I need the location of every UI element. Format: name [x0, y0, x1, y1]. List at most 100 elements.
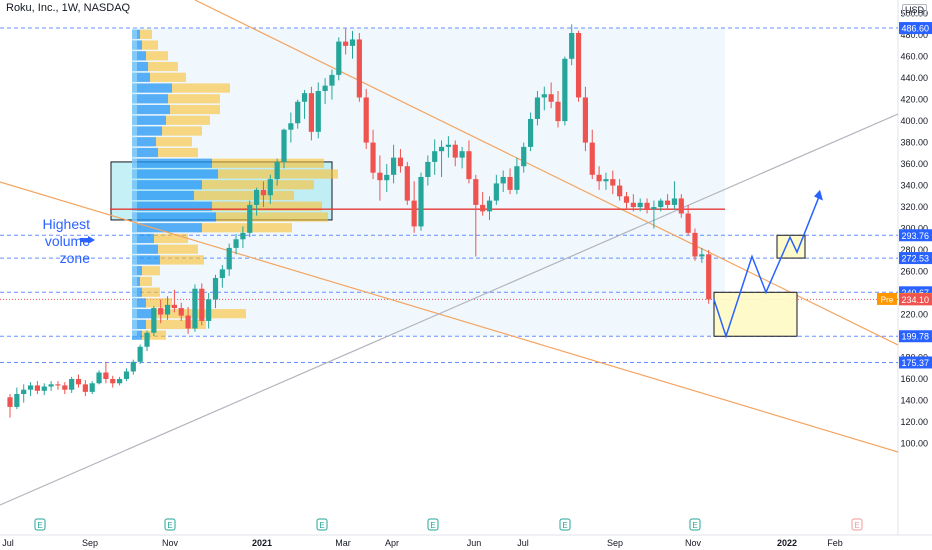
candle-body: [521, 146, 527, 167]
candle: [151, 305, 157, 336]
symbol-title[interactable]: Roku, Inc., 1W, NASDAQ: [6, 2, 131, 14]
earnings-marker: [34, 518, 46, 531]
upper-trendline: [194, 0, 899, 346]
volume-profile-down-bar: [202, 180, 314, 190]
price-tick-label: 280.00: [900, 245, 928, 255]
candle: [555, 91, 561, 128]
price-tick-label: 460.00: [900, 52, 928, 62]
candle: [637, 198, 643, 212]
price-tick-label: 140.00: [900, 395, 928, 405]
candle-body: [206, 299, 212, 321]
candle-body: [377, 172, 383, 181]
earnings-marker-letter: E: [562, 521, 567, 530]
candle-body: [192, 288, 198, 329]
candle: [349, 30, 356, 59]
volume-profile-up-bar: [132, 201, 212, 211]
candle: [322, 78, 328, 104]
time-tick-label: Jul: [2, 538, 14, 548]
price-axis[interactable]: 100.00120.00140.00160.00180.00200.00220.…: [877, 0, 932, 448]
candle: [192, 284, 198, 332]
time-axis[interactable]: Jul Sep Nov 2021 Mar Apr Jun Jul Sep Nov 2022 Feb E E…: [2, 518, 863, 548]
candle: [158, 299, 164, 324]
candle: [603, 172, 609, 190]
candle-body: [288, 123, 294, 130]
time-tick-label: Jul: [517, 538, 529, 548]
candle: [493, 174, 499, 205]
price-tag-bg: [899, 356, 932, 369]
candle: [343, 28, 349, 55]
candles-layer[interactable]: [7, 24, 712, 418]
candle-body: [541, 94, 547, 98]
candle: [96, 370, 102, 385]
price-tick-label: 260.00: [900, 267, 928, 277]
candle-body: [171, 304, 177, 309]
candle: [665, 194, 671, 210]
candle-body: [185, 315, 191, 329]
candle-body: [658, 200, 664, 208]
earnings-marker-letter: E: [167, 521, 172, 530]
candle-body: [445, 144, 451, 147]
price-tag-label: 272.53: [901, 254, 929, 264]
candle-body: [692, 232, 698, 257]
candle-body: [630, 202, 636, 208]
price-tick-label: 340.00: [900, 181, 928, 191]
time-tick-label: Sep: [82, 538, 98, 548]
volume-profile-up-bar: [132, 309, 156, 319]
currency-label[interactable]: USD: [902, 4, 928, 16]
candle: [658, 198, 664, 212]
candle: [480, 192, 486, 216]
candle-body: [596, 174, 602, 182]
volume-profile-up-bar: [132, 72, 150, 82]
candle-body: [137, 346, 143, 362]
candle-body: [438, 146, 445, 152]
volume-profile-up-bar: [132, 190, 194, 201]
pre-market-label: Pre: [881, 295, 894, 304]
candle: [137, 344, 143, 364]
candle-body: [610, 179, 616, 186]
candle-body: [199, 288, 205, 321]
volume-profile-down-bar: [146, 319, 206, 330]
price-tag-bg: [899, 252, 932, 265]
volume-profile-down-bar: [146, 298, 172, 308]
candle: [699, 247, 705, 263]
candle-body: [226, 247, 232, 270]
volume-profile-down-bar: [142, 40, 158, 50]
candle-body: [322, 85, 328, 92]
candle: [62, 382, 68, 395]
candle-body: [452, 144, 458, 158]
candle-body: [404, 166, 410, 201]
candle-body: [425, 161, 431, 177]
candle-body: [89, 383, 95, 392]
candle-body: [534, 97, 541, 119]
candle-body: [315, 91, 321, 132]
volume-profile-up-bar: [132, 104, 170, 115]
time-tick-label: 2021: [252, 538, 272, 548]
volume-profile-up-bar: [132, 51, 146, 61]
candle-body: [555, 101, 561, 122]
candle-body: [528, 118, 534, 147]
candle-body: [356, 39, 362, 98]
candle: [706, 250, 712, 304]
price-tick-label: 220.00: [900, 310, 928, 320]
earnings-marker: [427, 518, 439, 531]
candle: [301, 89, 308, 119]
candle: [55, 381, 61, 390]
candle-body: [14, 394, 20, 407]
price-tick-label: 440.00: [900, 73, 928, 83]
candle-body: [267, 179, 273, 196]
candle: [75, 374, 82, 388]
candle: [89, 381, 95, 395]
price-tick-label: 100.00: [900, 438, 928, 448]
candle-body: [103, 372, 109, 379]
price-tag-bg: [899, 229, 932, 242]
volume-profile-up-bar: [132, 298, 146, 308]
candle: [514, 157, 520, 195]
candle: [411, 181, 417, 233]
volume-profile-down-bar: [142, 287, 160, 297]
candle: [219, 265, 225, 288]
candle-body: [391, 157, 397, 175]
volume-profile-down-bar: [202, 223, 292, 233]
price-tick-label: 300.00: [900, 224, 928, 234]
candle: [466, 140, 472, 184]
